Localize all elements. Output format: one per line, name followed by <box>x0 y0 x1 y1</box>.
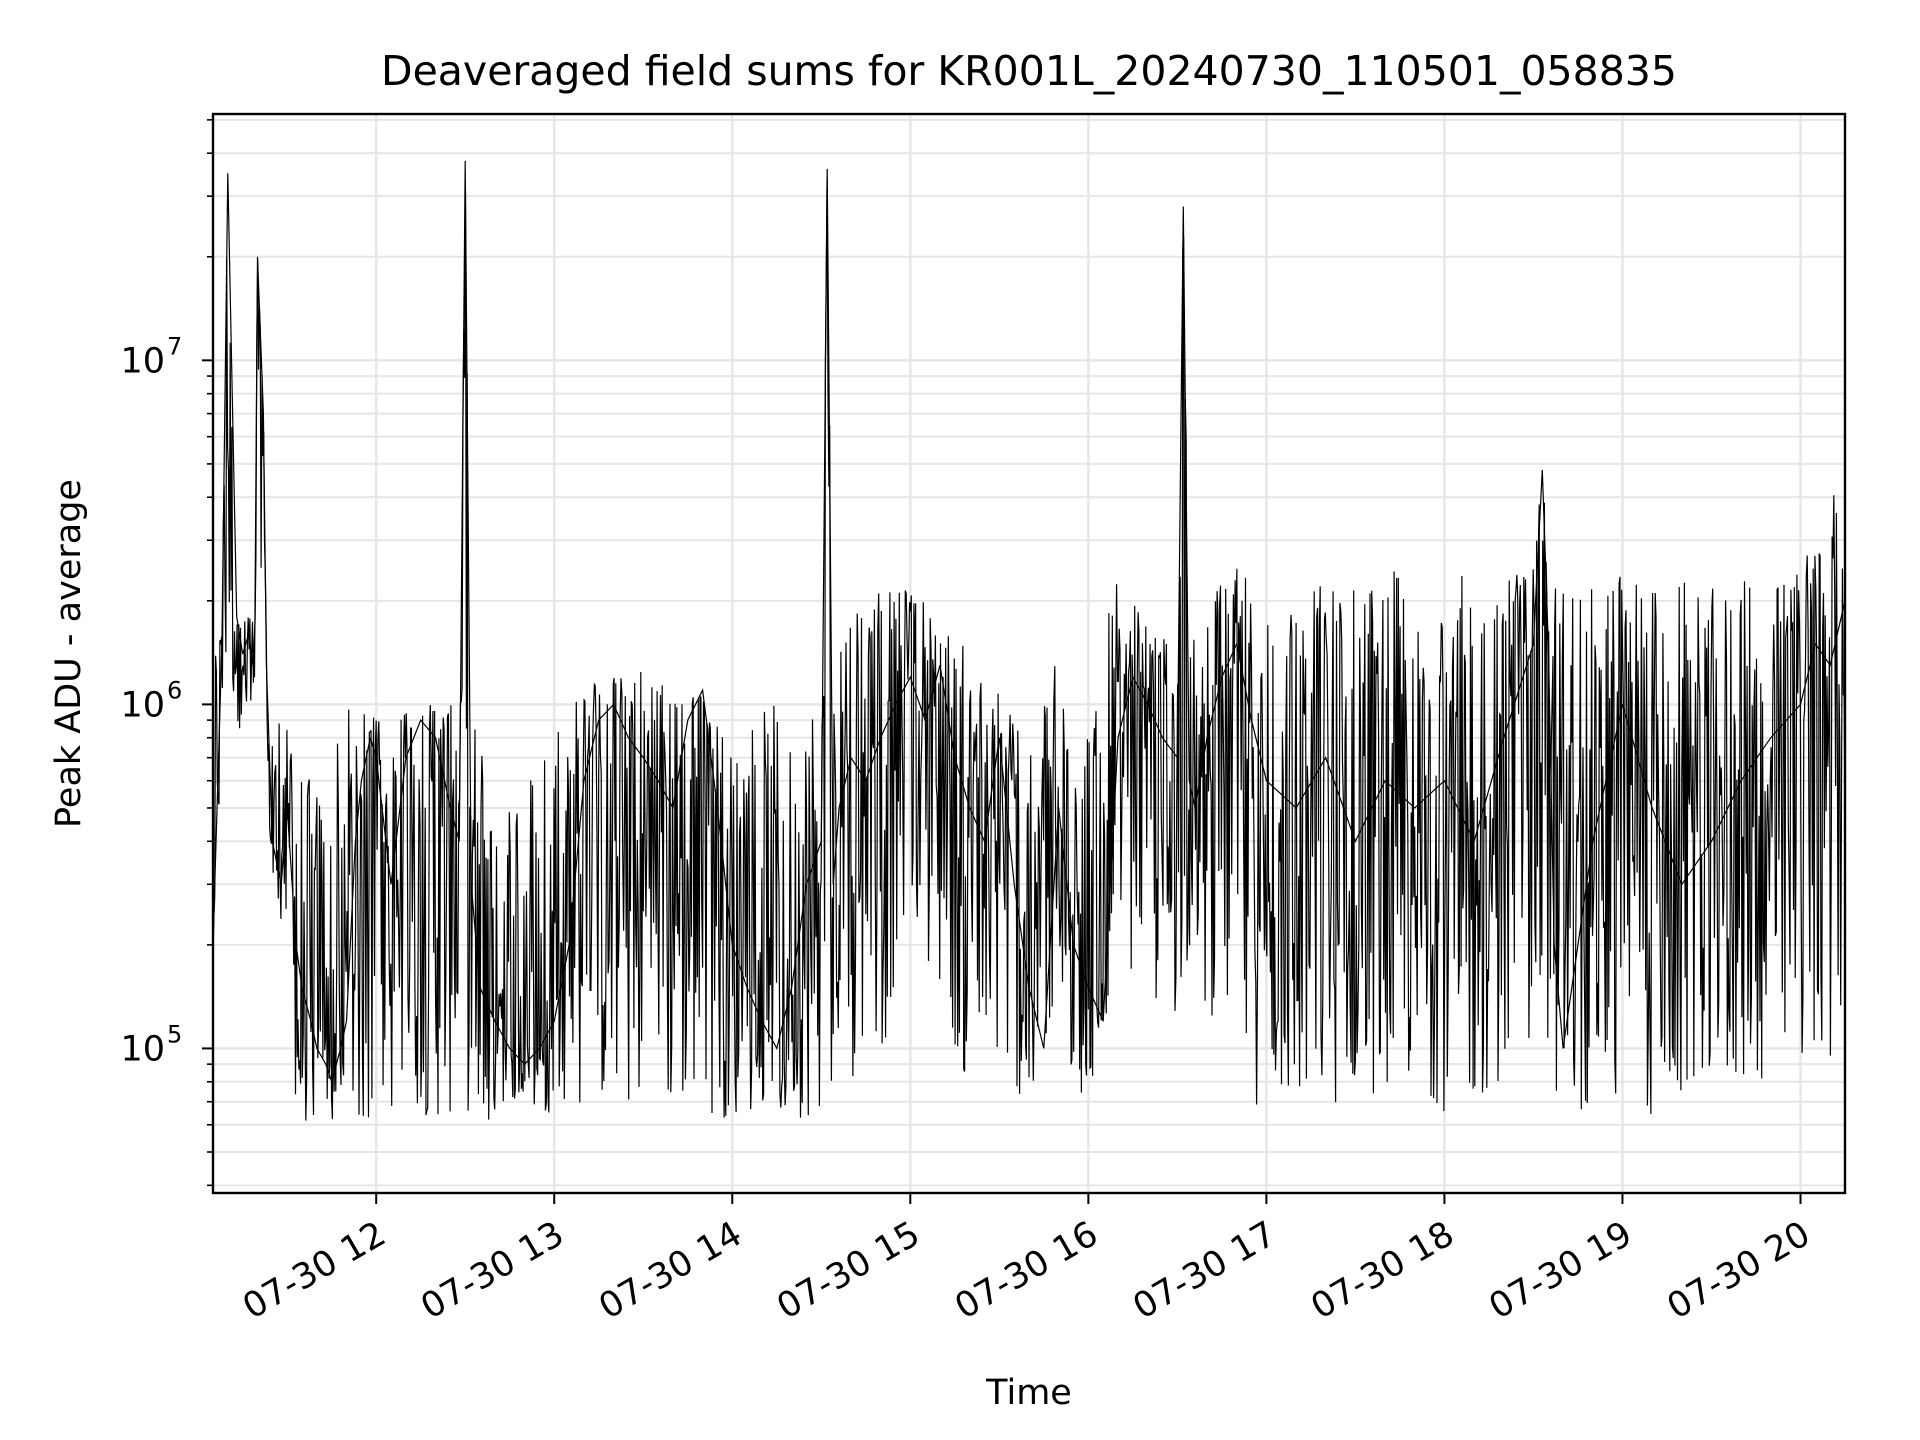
data-series <box>213 160 1845 1121</box>
y-tick-label: 10 <box>120 341 165 381</box>
y-axis-label: Peak ADU - average <box>49 479 89 828</box>
y-tick-label: 10 <box>120 685 165 725</box>
y-tick-exponent: 6 <box>167 676 182 704</box>
y-tick-exponent: 5 <box>167 1020 182 1048</box>
y-tick-exponent: 7 <box>167 332 182 360</box>
chart-title: Deaveraged field sums for KR001L_2024073… <box>381 47 1677 95</box>
x-axis-label: Time <box>985 1373 1072 1413</box>
y-tick-label: 10 <box>120 1029 165 1069</box>
series-line <box>213 160 1845 1084</box>
plot-frame <box>211 112 1847 1195</box>
